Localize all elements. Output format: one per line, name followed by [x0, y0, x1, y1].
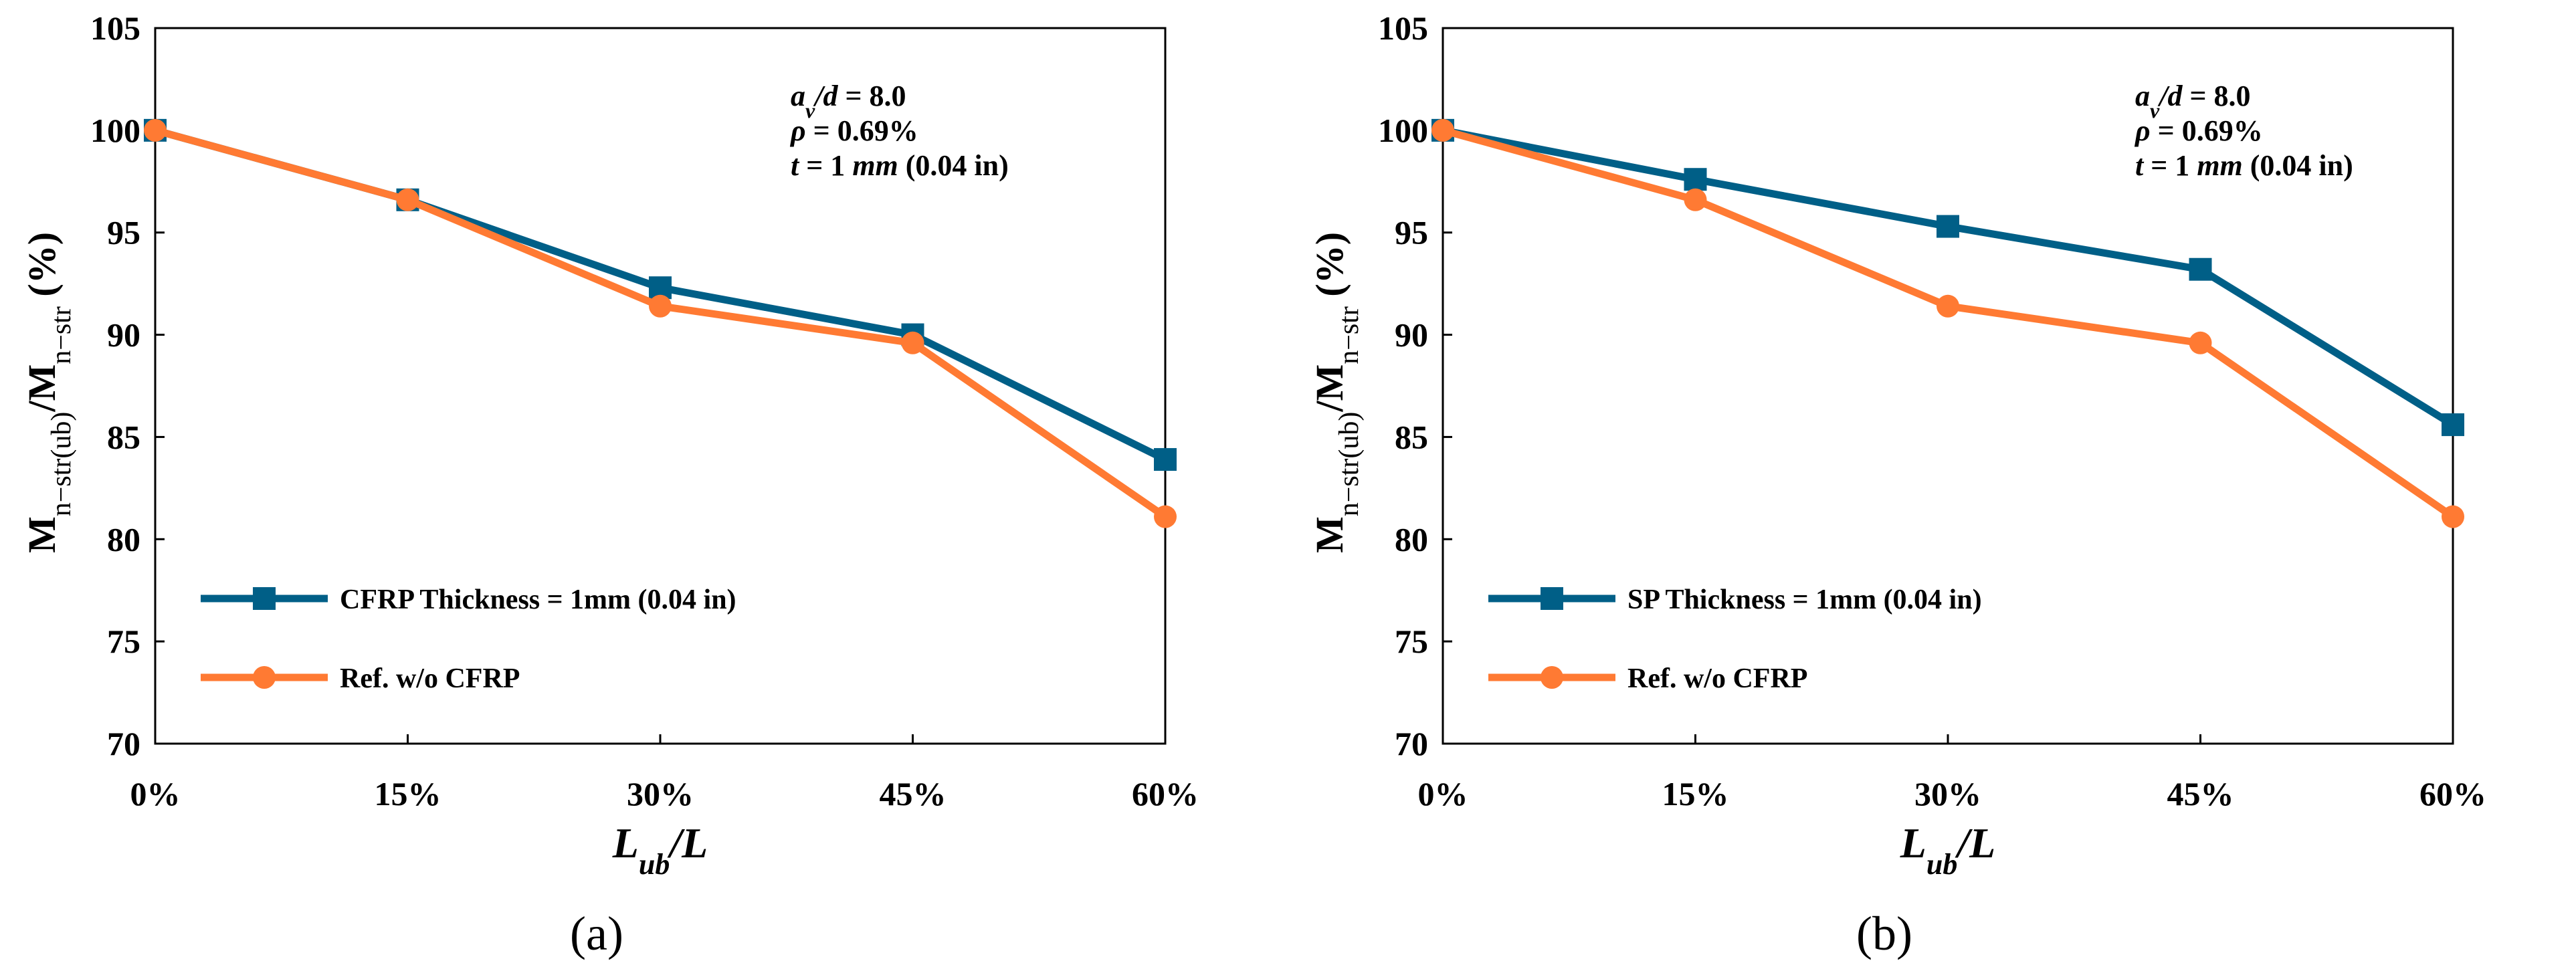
x-tick-label: 0% — [1418, 775, 1468, 813]
chart-panel-a: 70 75 80 85 90 95 100 105 0% 15% 30% 45% 60% Lub/L Mn−… — [20, 9, 1199, 960]
data-point-square-0 — [1684, 168, 1707, 191]
x-axis-label: Lub/L — [1900, 819, 1995, 881]
data-point-square-0 — [2442, 413, 2464, 437]
y-tick-label: 80 — [1395, 520, 1428, 558]
data-point-circle-1 — [2189, 331, 2212, 354]
legend-marker-1 — [1541, 666, 1563, 689]
annotation-thickness: t = 1 mm (0.04 in) — [2135, 149, 2353, 182]
legend-marker-0 — [253, 587, 276, 610]
legend-label-1: Ref. w/o CFRP — [1627, 663, 1807, 694]
series-line-1 — [154, 126, 1168, 520]
chart-a-svg: 70 75 80 85 90 95 100 105 0% 15% 30% 45% 60% Lub/L Mn−… — [20, 9, 1199, 960]
x-tick-label: 0% — [130, 775, 181, 813]
x-tick-label: 45% — [880, 775, 947, 813]
y-tick-label: 95 — [107, 214, 140, 251]
y-tick-label: 100 — [1378, 112, 1428, 149]
y-tick-label: 85 — [107, 418, 140, 455]
legend-label-1: Ref. w/o CFRP — [340, 663, 520, 694]
x-axis-label: Lub/L — [612, 819, 708, 881]
data-point-circle-1 — [1684, 188, 1707, 211]
annotation-rho: ρ = 0.69% — [789, 114, 918, 147]
y-tick-label: 90 — [107, 316, 140, 354]
annotation-thickness: t = 1 mm (0.04 in) — [791, 149, 1009, 182]
annotation-av-d: av/d = 8.0 — [791, 80, 906, 122]
series-line-1 — [1442, 126, 2456, 520]
plot-area-frame — [1442, 27, 2454, 745]
y-tick-label: 75 — [107, 623, 140, 660]
data-point-circle-1 — [901, 331, 924, 354]
legend-label-0: CFRP Thickness = 1mm (0.04 in) — [340, 584, 736, 615]
data-point-circle-1 — [1937, 294, 1959, 318]
data-point-circle-1 — [1431, 118, 1454, 142]
y-tick-label: 100 — [90, 112, 140, 149]
x-tick-label: 45% — [2167, 775, 2234, 813]
data-point-circle-1 — [2442, 505, 2464, 528]
data-point-circle-1 — [649, 294, 672, 318]
data-point-square-0 — [1937, 215, 1959, 238]
data-point-circle-1 — [396, 188, 419, 211]
chart-panel-b: 70 75 80 85 90 95 100 105 0% 15% 30% 45% 60% Lub/L Mn−… — [1288, 0, 2575, 969]
y-tick-label: 85 — [1395, 418, 1428, 455]
x-tick-label: 60% — [1132, 775, 1199, 813]
data-point-square-0 — [1154, 448, 1177, 471]
x-tick-label: 60% — [2419, 775, 2486, 813]
y-axis-label: Mn−str(ub)/Mn−str (%) — [20, 232, 77, 553]
y-tick-label: 105 — [1378, 9, 1428, 47]
y-tick-label: 70 — [107, 725, 140, 762]
data-point-circle-1 — [144, 118, 167, 142]
y-axis-label-group: Mn−str(ub)/Mn−str (%) — [1308, 232, 1365, 553]
annotation-av-d: av/d = 8.0 — [2135, 80, 2251, 122]
y-axis-label-group: Mn−str(ub)/Mn−str (%) — [20, 232, 77, 553]
y-tick-label: 70 — [1395, 725, 1428, 762]
y-tick-label: 105 — [90, 9, 140, 47]
legend-marker-1 — [253, 666, 276, 689]
y-axis-label: Mn−str(ub)/Mn−str (%) — [1308, 232, 1365, 553]
x-tick-label: 15% — [375, 775, 441, 813]
x-tick-label: 30% — [627, 775, 694, 813]
y-tick-label: 95 — [1395, 214, 1428, 251]
data-point-circle-1 — [1154, 505, 1177, 528]
legend-label-0: SP Thickness = 1mm (0.04 in) — [1627, 584, 1982, 615]
x-tick-label: 30% — [1914, 775, 1981, 813]
chart-b-svg: 70 75 80 85 90 95 100 105 0% 15% 30% 45% 60% Lub/L Mn−… — [1308, 9, 2486, 960]
x-tick-label: 15% — [1662, 775, 1729, 813]
y-tick-label: 75 — [1395, 623, 1428, 660]
y-tick-label: 90 — [1395, 316, 1428, 354]
data-point-square-0 — [2189, 257, 2212, 281]
panel-label: (a) — [570, 907, 623, 960]
annotation-rho: ρ = 0.69% — [2134, 114, 2263, 147]
legend-marker-0 — [1541, 587, 1563, 610]
panel-label: (b) — [1856, 907, 1912, 960]
y-tick-label: 80 — [107, 520, 140, 558]
